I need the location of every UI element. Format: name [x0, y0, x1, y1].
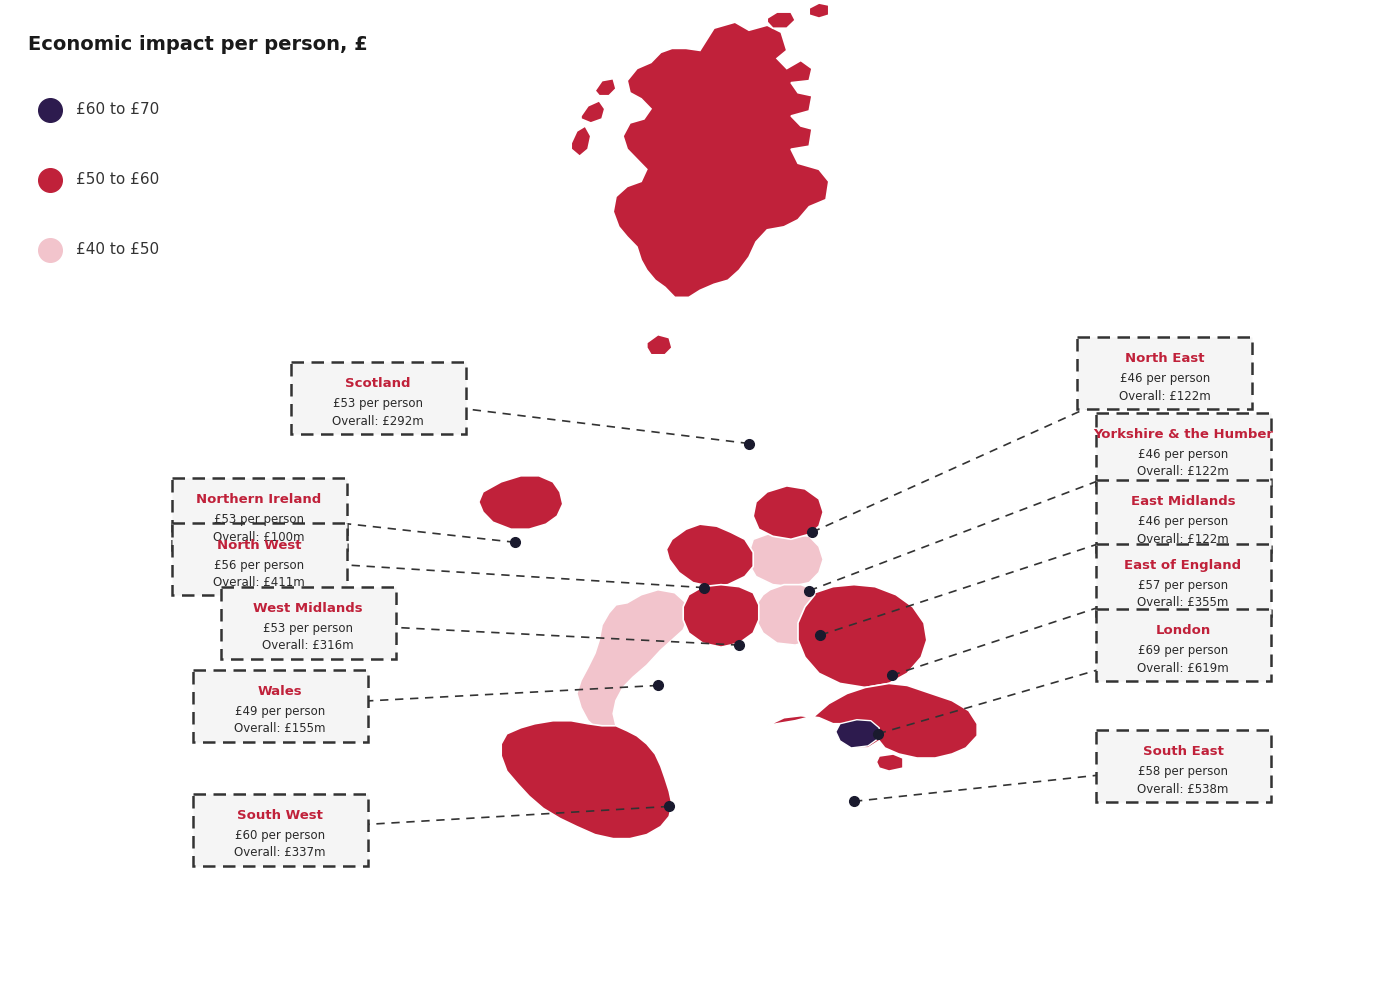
Text: Overall: £619m: Overall: £619m — [1137, 661, 1229, 674]
Polygon shape — [798, 585, 927, 687]
Polygon shape — [581, 101, 605, 123]
Polygon shape — [613, 22, 829, 297]
Polygon shape — [501, 721, 672, 839]
Text: Economic impact per person, £: Economic impact per person, £ — [28, 35, 368, 54]
Text: London: London — [1155, 624, 1211, 637]
Text: Scotland: Scotland — [346, 377, 410, 390]
FancyBboxPatch shape — [1095, 480, 1271, 552]
Text: Overall: £155m: Overall: £155m — [234, 722, 326, 735]
Text: £57 per person: £57 per person — [1138, 579, 1228, 592]
Text: Overall: £122m: Overall: £122m — [1137, 532, 1229, 545]
Text: Yorkshire & the Humber: Yorkshire & the Humber — [1093, 427, 1273, 440]
FancyBboxPatch shape — [1095, 412, 1271, 485]
Text: £46 per person: £46 per person — [1138, 448, 1228, 461]
Polygon shape — [479, 476, 563, 529]
Text: South East: South East — [1142, 745, 1224, 758]
Text: £53 per person: £53 per person — [333, 397, 423, 410]
Text: Overall: £316m: Overall: £316m — [262, 639, 354, 652]
Text: £49 per person: £49 per person — [235, 705, 325, 718]
Text: £60 to £70: £60 to £70 — [76, 103, 160, 118]
Text: £50 to £60: £50 to £60 — [76, 172, 160, 187]
Text: West Midlands: West Midlands — [253, 602, 363, 615]
FancyBboxPatch shape — [171, 523, 347, 596]
Text: Overall: £292m: Overall: £292m — [332, 414, 424, 427]
FancyBboxPatch shape — [171, 478, 347, 550]
Polygon shape — [809, 3, 829, 18]
Text: East of England: East of England — [1124, 558, 1242, 572]
Polygon shape — [666, 524, 753, 587]
Text: Overall: £122m: Overall: £122m — [1119, 389, 1211, 402]
FancyBboxPatch shape — [193, 669, 367, 742]
Text: £56 per person: £56 per person — [214, 558, 304, 572]
Text: Overall: £337m: Overall: £337m — [234, 846, 326, 859]
FancyBboxPatch shape — [221, 587, 395, 659]
Text: Wales: Wales — [258, 684, 302, 698]
Text: £69 per person: £69 per person — [1138, 644, 1228, 657]
Text: £46 per person: £46 per person — [1138, 515, 1228, 528]
Polygon shape — [571, 126, 591, 156]
Text: Overall: £100m: Overall: £100m — [213, 530, 305, 543]
FancyBboxPatch shape — [1078, 337, 1252, 409]
Text: Northern Ireland: Northern Ireland — [196, 493, 322, 506]
FancyBboxPatch shape — [1095, 543, 1271, 616]
Text: North East: North East — [1126, 352, 1204, 365]
Polygon shape — [595, 79, 616, 96]
FancyBboxPatch shape — [1095, 609, 1271, 681]
FancyBboxPatch shape — [291, 362, 465, 434]
FancyBboxPatch shape — [193, 793, 367, 866]
Text: Overall: £411m: Overall: £411m — [213, 576, 305, 589]
Text: £53 per person: £53 per person — [263, 622, 353, 635]
Polygon shape — [647, 335, 672, 355]
Polygon shape — [577, 590, 689, 734]
Text: £40 to £50: £40 to £50 — [76, 243, 160, 257]
Polygon shape — [767, 12, 795, 28]
Polygon shape — [749, 532, 823, 587]
Text: North West: North West — [217, 538, 301, 551]
Text: £53 per person: £53 per person — [214, 513, 304, 526]
Polygon shape — [756, 585, 829, 645]
Polygon shape — [767, 683, 977, 758]
Text: £60 per person: £60 per person — [235, 829, 325, 842]
Text: £58 per person: £58 per person — [1138, 765, 1228, 778]
Text: Overall: £538m: Overall: £538m — [1137, 782, 1229, 795]
FancyBboxPatch shape — [1095, 730, 1271, 802]
Polygon shape — [876, 754, 903, 771]
Text: East Midlands: East Midlands — [1131, 495, 1235, 508]
Polygon shape — [836, 720, 879, 748]
Text: Overall: £355m: Overall: £355m — [1137, 596, 1229, 609]
Polygon shape — [683, 585, 759, 647]
Text: £46 per person: £46 per person — [1120, 372, 1210, 385]
Text: South West: South West — [237, 808, 323, 822]
Text: Overall: £122m: Overall: £122m — [1137, 465, 1229, 478]
Polygon shape — [753, 486, 823, 539]
